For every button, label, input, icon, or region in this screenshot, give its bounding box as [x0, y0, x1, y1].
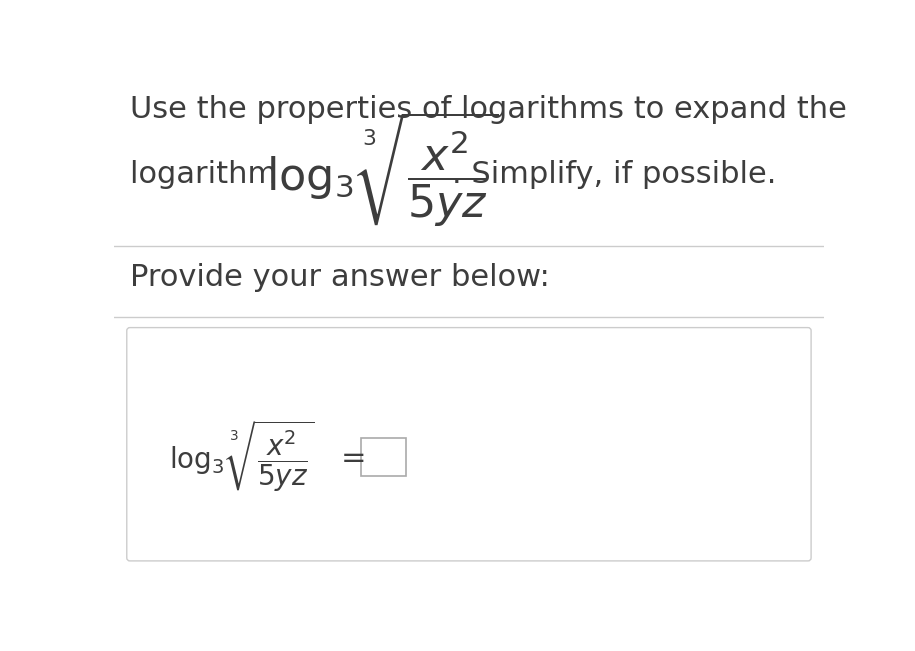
- FancyBboxPatch shape: [127, 327, 811, 561]
- Text: $\log_3 \sqrt[3]{\dfrac{x^2}{5yz}}$: $\log_3 \sqrt[3]{\dfrac{x^2}{5yz}}$: [265, 110, 498, 228]
- Text: . Simplify, if possible.: . Simplify, if possible.: [451, 160, 776, 189]
- Text: Provide your answer below:: Provide your answer below:: [130, 263, 550, 292]
- FancyBboxPatch shape: [361, 437, 405, 477]
- Text: $=$: $=$: [335, 443, 366, 471]
- Text: Use the properties of logarithms to expand the: Use the properties of logarithms to expa…: [130, 95, 846, 124]
- Text: $\log_3 \sqrt[3]{\dfrac{x^2}{5yz}}$: $\log_3 \sqrt[3]{\dfrac{x^2}{5yz}}$: [168, 418, 314, 493]
- Text: logarithm: logarithm: [130, 160, 286, 189]
